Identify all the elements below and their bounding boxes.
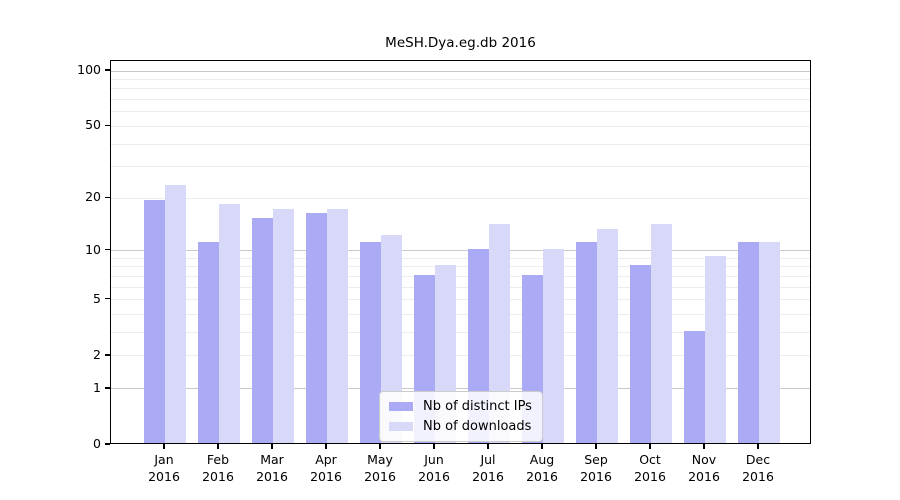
gridline-minor-4 [111, 314, 810, 316]
legend-row-downloads: Nb of downloads [389, 419, 532, 434]
y-tick-label-10: 10 [85, 241, 101, 257]
legend-label-distinct-ips: Nb of distinct IPs [423, 399, 532, 414]
legend-label-downloads: Nb of downloads [423, 419, 532, 434]
x-tick-mar [271, 444, 273, 449]
x-tick-jun [433, 444, 435, 449]
gridline-minor-90 [111, 78, 810, 80]
gridline-major-100 [111, 70, 810, 72]
legend-swatch-downloads [389, 422, 413, 431]
x-tick-apr [325, 444, 327, 449]
y-tick-10 [105, 248, 110, 251]
x-tick-label-feb: Feb 2016 [202, 452, 234, 484]
y-tick-label-100: 100 [77, 62, 101, 77]
bar-downloads-mar [273, 208, 294, 443]
x-tick-label-mar: Mar 2016 [256, 452, 288, 484]
gridline-minor-30 [111, 166, 810, 168]
x-tick-oct [649, 444, 651, 449]
x-tick-label-dec: Dec 2016 [742, 452, 774, 484]
x-tick-label-jun: Jun 2016 [418, 452, 450, 484]
legend-row-distinct-ips: Nb of distinct IPs [389, 399, 532, 414]
x-tick-label-apr: Apr 2016 [310, 452, 342, 484]
y-tick-label-0: 0 [93, 436, 101, 451]
y-tick-2 [105, 354, 110, 356]
y-tick-100 [105, 69, 110, 71]
x-tick-jan [163, 444, 165, 449]
x-tick-nov [703, 444, 705, 449]
plot-area [110, 60, 811, 444]
bar-downloads-nov [705, 256, 726, 443]
bar-distinct-ips-mar [252, 218, 273, 443]
y-tick-50 [105, 124, 110, 127]
gridline-minor-3 [111, 332, 810, 334]
gridline-minor-70 [111, 99, 810, 101]
bar-downloads-aug [543, 248, 564, 443]
x-tick-label-sep: Sep 2016 [580, 452, 612, 484]
bar-distinct-ips-nov [684, 330, 705, 443]
gridline-minor-20 [111, 197, 810, 199]
legend: Nb of distinct IPs Nb of downloads [379, 391, 543, 442]
bar-distinct-ips-jan [144, 200, 165, 443]
gridline-major-1 [111, 388, 810, 390]
gridline-minor-8 [111, 266, 810, 268]
x-tick-label-may: May 2016 [364, 452, 396, 484]
y-tick-label-1: 1 [93, 379, 101, 395]
y-tick-5 [105, 298, 110, 300]
x-tick-jul [487, 444, 489, 449]
gridline-minor-9 [111, 257, 810, 259]
gridline-minor-40 [111, 143, 810, 145]
x-tick-sep [595, 444, 597, 449]
y-tick-1 [105, 387, 110, 389]
x-tick-label-oct: Oct 2016 [634, 452, 666, 484]
x-tick-label-jul: Jul 2016 [472, 452, 504, 484]
gridline-minor-60 [111, 111, 810, 113]
bar-distinct-ips-feb [198, 241, 219, 443]
gridline-minor-50 [111, 125, 810, 127]
legend-swatch-distinct-ips [389, 402, 413, 411]
bar-downloads-dec [759, 241, 780, 443]
y-tick-label-20: 20 [85, 189, 101, 205]
bar-distinct-ips-sep [576, 241, 597, 443]
x-tick-aug [541, 444, 543, 449]
bar-distinct-ips-apr [306, 213, 327, 443]
x-tick-feb [217, 444, 219, 449]
x-tick-label-jan: Jan 2016 [148, 452, 180, 484]
gridline-minor-2 [111, 355, 810, 357]
y-tick-label-2: 2 [93, 346, 101, 362]
gridline-minor-80 [111, 88, 810, 90]
bar-downloads-jan [165, 185, 186, 443]
x-tick-label-nov: Nov 2016 [688, 452, 720, 484]
gridline-minor-5 [111, 299, 810, 301]
y-tick-label-50: 50 [85, 117, 101, 133]
bar-downloads-feb [219, 204, 240, 443]
y-tick-label-5: 5 [93, 290, 101, 306]
bar-downloads-sep [597, 229, 618, 443]
y-tick-0 [105, 443, 110, 445]
bar-downloads-apr [327, 208, 348, 443]
gridline-minor-7 [111, 275, 810, 277]
gridline-major-10 [111, 250, 810, 252]
gridline-minor-6 [111, 286, 810, 288]
chart-title: MeSH.Dya.eg.db 2016 [385, 35, 536, 51]
x-tick-dec [757, 444, 759, 449]
y-tick-20 [105, 196, 110, 198]
bar-downloads-jul [489, 223, 510, 443]
x-tick-label-aug: Aug 2016 [526, 452, 558, 484]
bar-distinct-ips-oct [630, 264, 651, 443]
bar-downloads-oct [651, 223, 672, 443]
x-tick-may [379, 444, 381, 449]
bar-distinct-ips-may [360, 241, 381, 443]
bar-distinct-ips-dec [738, 241, 759, 443]
